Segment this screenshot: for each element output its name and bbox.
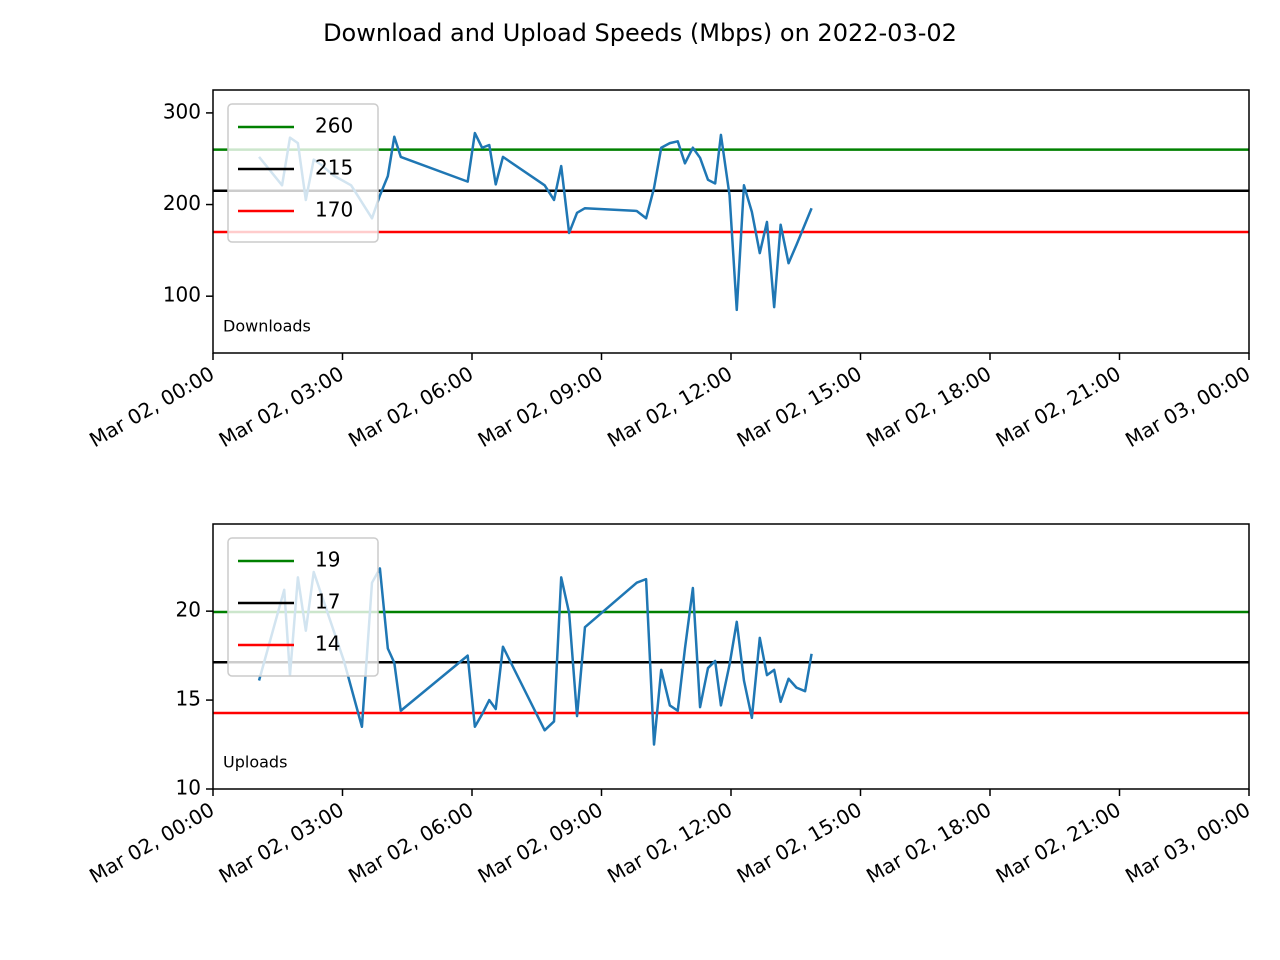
- y-tick-label: 10: [176, 776, 201, 800]
- legend-label: 215: [315, 156, 353, 180]
- figure-title: Download and Upload Speeds (Mbps) on 202…: [323, 19, 957, 47]
- legend-box: [227, 537, 379, 677]
- legend-label: 170: [315, 198, 353, 222]
- legend-label: 17: [315, 590, 340, 614]
- y-tick-label: 15: [176, 687, 201, 711]
- annotation: Uploads: [223, 753, 287, 772]
- legend: 260 215 170: [227, 103, 379, 243]
- legend-label: 260: [315, 114, 353, 138]
- y-tick-label: 100: [163, 283, 201, 307]
- axes-frame: [212, 523, 1250, 790]
- y-tick-label: 20: [176, 598, 201, 622]
- legend-label: 19: [315, 548, 340, 572]
- y-tick-label: 200: [163, 191, 201, 215]
- axes-frame: [212, 89, 1250, 354]
- y-tick-label: 300: [163, 99, 201, 123]
- legend-label: 14: [315, 632, 340, 656]
- legend-box: [227, 103, 379, 243]
- annotation: Downloads: [223, 317, 311, 336]
- legend: 19 17 14: [227, 537, 379, 677]
